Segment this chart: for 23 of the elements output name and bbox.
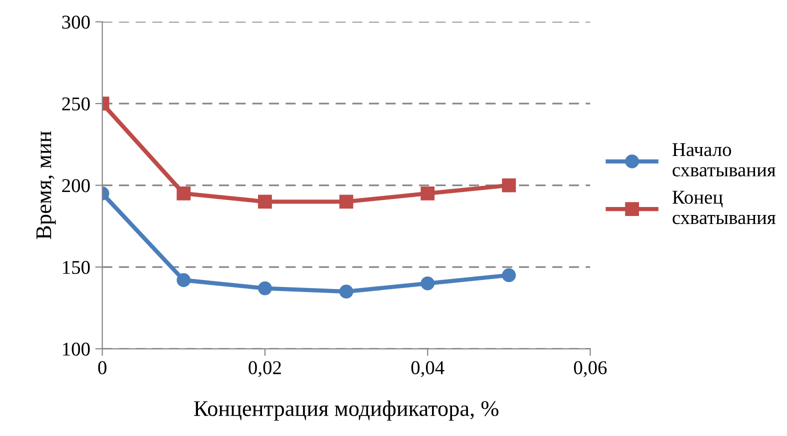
y-tick-label: 150 — [63, 260, 90, 274]
x-axis-title: Концентрация модификатора, % — [194, 400, 498, 421]
x-tick-label: 0,04 — [411, 361, 444, 378]
legend-label: Начало схватывания — [672, 143, 776, 176]
point — [176, 273, 191, 288]
legend-label: Конец схватывания — [672, 190, 776, 224]
y-axis-title: Время, мин — [36, 131, 56, 240]
y-tick-label: 100 — [63, 342, 90, 356]
y-tick-label: 250 — [62, 97, 90, 110]
point — [420, 276, 435, 290]
point — [176, 186, 191, 200]
x-tick-label: 0,06 — [574, 361, 607, 378]
point — [258, 194, 272, 209]
x-tick-label: 0,02 — [248, 361, 281, 378]
point — [339, 284, 354, 299]
point — [258, 281, 272, 296]
x-tick-label: 0 — [98, 361, 106, 374]
point — [502, 268, 516, 282]
y-tick-label: 200 — [62, 179, 90, 192]
point — [339, 194, 354, 209]
y-tick-label: 300 — [62, 16, 90, 29]
point — [502, 178, 516, 192]
point — [420, 186, 435, 200]
